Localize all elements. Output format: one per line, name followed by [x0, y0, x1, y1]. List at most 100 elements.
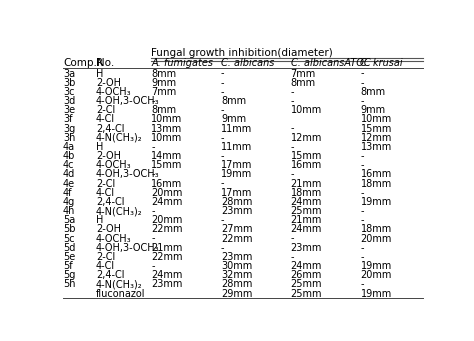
Text: 20mm: 20mm — [360, 234, 392, 243]
Text: -: - — [360, 206, 364, 216]
Text: 28mm: 28mm — [221, 197, 252, 207]
Text: 7mm: 7mm — [151, 87, 176, 97]
Text: Fungal growth inhibition(diameter): Fungal growth inhibition(diameter) — [151, 48, 333, 58]
Text: -: - — [221, 69, 224, 78]
Text: 21mm: 21mm — [291, 215, 322, 225]
Text: 3c: 3c — [63, 87, 74, 97]
Text: A. fumigates: A. fumigates — [151, 58, 213, 68]
Text: 22mm: 22mm — [151, 252, 182, 262]
Text: 8mm: 8mm — [151, 69, 176, 78]
Text: 20mm: 20mm — [151, 215, 182, 225]
Text: 24mm: 24mm — [291, 197, 322, 207]
Text: -: - — [221, 87, 224, 97]
Text: 24mm: 24mm — [291, 261, 322, 271]
Text: -: - — [291, 87, 294, 97]
Text: 13mm: 13mm — [151, 123, 182, 134]
Text: H: H — [96, 69, 103, 78]
Text: 4c: 4c — [63, 160, 74, 170]
Text: 25mm: 25mm — [291, 279, 322, 290]
Text: 4-Cl: 4-Cl — [96, 114, 115, 124]
Text: -: - — [151, 142, 155, 152]
Text: -: - — [221, 105, 224, 115]
Text: 4-OCH₃: 4-OCH₃ — [96, 160, 132, 170]
Text: 15mm: 15mm — [360, 123, 392, 134]
Text: 23mm: 23mm — [221, 206, 252, 216]
Text: 22mm: 22mm — [151, 224, 182, 234]
Text: -: - — [221, 243, 224, 253]
Text: -: - — [360, 151, 364, 161]
Text: C. krusai: C. krusai — [360, 58, 403, 68]
Text: 2-Cl: 2-Cl — [96, 252, 115, 262]
Text: -: - — [360, 96, 364, 106]
Text: 18mm: 18mm — [360, 179, 392, 189]
Text: -: - — [151, 234, 155, 243]
Text: 17mm: 17mm — [221, 188, 252, 198]
Text: 19mm: 19mm — [360, 261, 392, 271]
Text: -: - — [291, 169, 294, 179]
Text: 10mm: 10mm — [151, 133, 182, 143]
Text: 4g: 4g — [63, 197, 75, 207]
Text: 24mm: 24mm — [151, 197, 182, 207]
Text: 28mm: 28mm — [221, 279, 252, 290]
Text: -: - — [151, 206, 155, 216]
Text: 24mm: 24mm — [151, 270, 182, 280]
Text: 3e: 3e — [63, 105, 75, 115]
Text: 5g: 5g — [63, 270, 75, 280]
Text: 29mm: 29mm — [221, 288, 252, 298]
Text: 7mm: 7mm — [291, 69, 316, 78]
Text: Comp.No.: Comp.No. — [63, 58, 114, 68]
Text: 4-OH,3-OCH₃: 4-OH,3-OCH₃ — [96, 243, 160, 253]
Text: C. albicans: C. albicans — [221, 58, 274, 68]
Text: 25mm: 25mm — [291, 206, 322, 216]
Text: 4-N(CH₃)₂: 4-N(CH₃)₂ — [96, 133, 143, 143]
Text: -: - — [360, 243, 364, 253]
Text: -: - — [221, 133, 224, 143]
Text: 26mm: 26mm — [291, 270, 322, 280]
Text: -: - — [221, 151, 224, 161]
Text: 3b: 3b — [63, 78, 75, 88]
Text: -: - — [360, 279, 364, 290]
Text: -: - — [360, 188, 364, 198]
Text: 20mm: 20mm — [151, 188, 182, 198]
Text: 3d: 3d — [63, 96, 75, 106]
Text: 8mm: 8mm — [151, 105, 176, 115]
Text: -: - — [360, 78, 364, 88]
Text: 5h: 5h — [63, 279, 75, 290]
Text: 2-OH: 2-OH — [96, 224, 121, 234]
Text: 4e: 4e — [63, 179, 75, 189]
Text: -: - — [221, 215, 224, 225]
Text: 4-OH,3-OCH₃: 4-OH,3-OCH₃ — [96, 169, 160, 179]
Text: 9mm: 9mm — [151, 78, 176, 88]
Text: R: R — [96, 58, 103, 68]
Text: 18mm: 18mm — [291, 188, 322, 198]
Text: 19mm: 19mm — [221, 169, 252, 179]
Text: 2,4-Cl: 2,4-Cl — [96, 123, 125, 134]
Text: 10mm: 10mm — [291, 105, 322, 115]
Text: 4-OCH₃: 4-OCH₃ — [96, 87, 132, 97]
Text: -: - — [291, 123, 294, 134]
Text: 8mm: 8mm — [221, 96, 246, 106]
Text: 5b: 5b — [63, 224, 75, 234]
Text: 14mm: 14mm — [151, 151, 182, 161]
Text: 4b: 4b — [63, 151, 75, 161]
Text: 9mm: 9mm — [221, 114, 246, 124]
Text: 15mm: 15mm — [291, 151, 322, 161]
Text: 4-OCH₃: 4-OCH₃ — [96, 234, 132, 243]
Text: fluconazol: fluconazol — [96, 288, 146, 298]
Text: 25mm: 25mm — [291, 288, 322, 298]
Text: 4-N(CH₃)₂: 4-N(CH₃)₂ — [96, 279, 143, 290]
Text: 5a: 5a — [63, 215, 75, 225]
Text: 16mm: 16mm — [291, 160, 322, 170]
Text: -: - — [291, 234, 294, 243]
Text: 23mm: 23mm — [221, 252, 252, 262]
Text: 2,4-Cl: 2,4-Cl — [96, 197, 125, 207]
Text: 24mm: 24mm — [291, 224, 322, 234]
Text: 4-OH,3-OCH₃: 4-OH,3-OCH₃ — [96, 96, 160, 106]
Text: 4f: 4f — [63, 188, 73, 198]
Text: 10mm: 10mm — [360, 114, 392, 124]
Text: 3a: 3a — [63, 69, 75, 78]
Text: 18mm: 18mm — [360, 224, 392, 234]
Text: 3g: 3g — [63, 123, 75, 134]
Text: 12mm: 12mm — [360, 133, 392, 143]
Text: -: - — [360, 252, 364, 262]
